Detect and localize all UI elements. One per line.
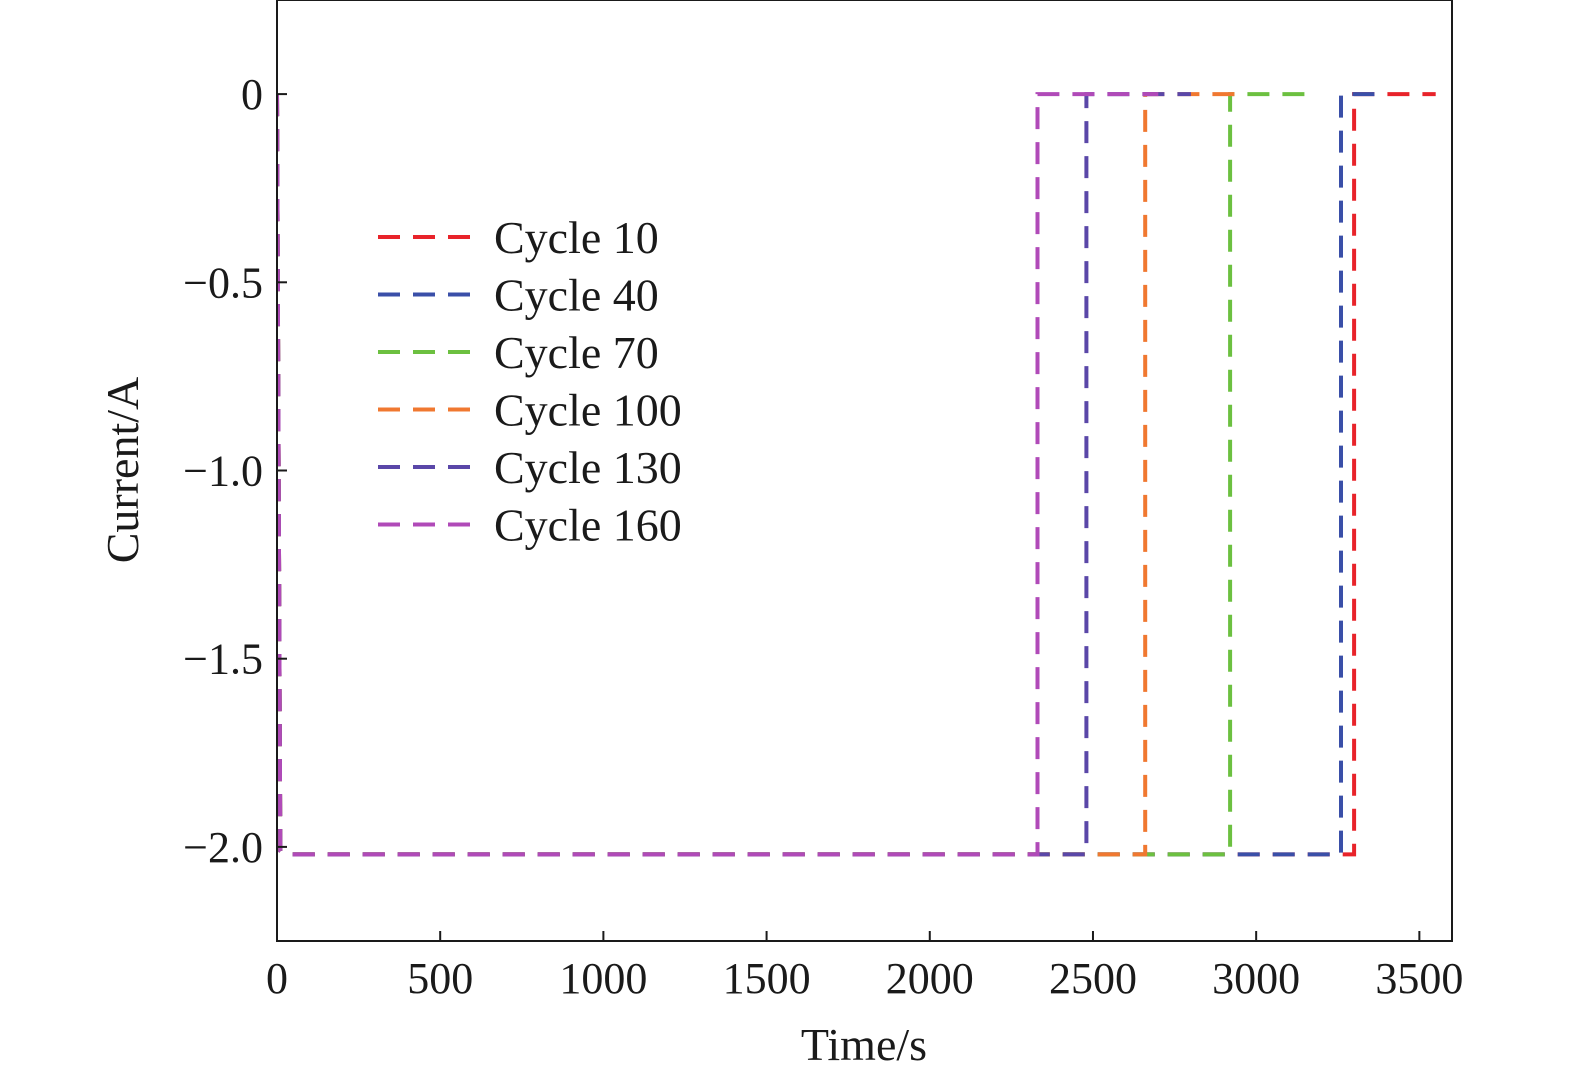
y-axis-ticks: 0 −0.5 −1.0 −1.5 −2.0 xyxy=(183,70,287,872)
series-line-cycle-100 xyxy=(277,92,1240,857)
x-tick-label: 1000 xyxy=(559,954,647,1003)
series-layer xyxy=(277,92,1436,857)
plot-frame xyxy=(276,0,1453,942)
x-axis-ticks: 0 500 1000 1500 2000 2500 3000 3500 xyxy=(266,931,1463,1003)
series-line-cycle-40 xyxy=(277,92,1387,857)
series-line-cycle-160 xyxy=(277,92,1159,857)
x-axis-label: Time/s xyxy=(801,1019,927,1070)
y-tick-label: −1.0 xyxy=(183,447,263,496)
y-tick-label: −1.5 xyxy=(183,635,263,684)
legend-label: Cycle 40 xyxy=(494,270,659,321)
series-line-cycle-70 xyxy=(277,92,1306,857)
y-tick-label: 0 xyxy=(241,70,263,119)
x-tick-label: 0 xyxy=(266,954,288,1003)
x-tick-label: 1500 xyxy=(723,954,811,1003)
y-tick-label: −2.0 xyxy=(183,823,263,872)
legend: Cycle 10 Cycle 40 Cycle 70 Cycle 100 Cycle 1… xyxy=(378,212,682,551)
x-tick-label: 3500 xyxy=(1375,954,1463,1003)
series-line-cycle-10 xyxy=(277,92,1436,857)
legend-label: Cycle 10 xyxy=(494,212,659,263)
x-tick-label: 3000 xyxy=(1212,954,1300,1003)
x-tick-label: 2000 xyxy=(886,954,974,1003)
legend-label: Cycle 130 xyxy=(494,442,682,493)
x-tick-label: 500 xyxy=(407,954,473,1003)
y-tick-label: −0.5 xyxy=(183,258,263,307)
legend-label: Cycle 100 xyxy=(494,385,682,436)
series-line-cycle-130 xyxy=(277,92,1191,857)
x-tick-label: 2500 xyxy=(1049,954,1137,1003)
y-axis-label: Current/A xyxy=(97,377,148,564)
legend-label: Cycle 160 xyxy=(494,500,682,551)
legend-label: Cycle 70 xyxy=(494,327,659,378)
